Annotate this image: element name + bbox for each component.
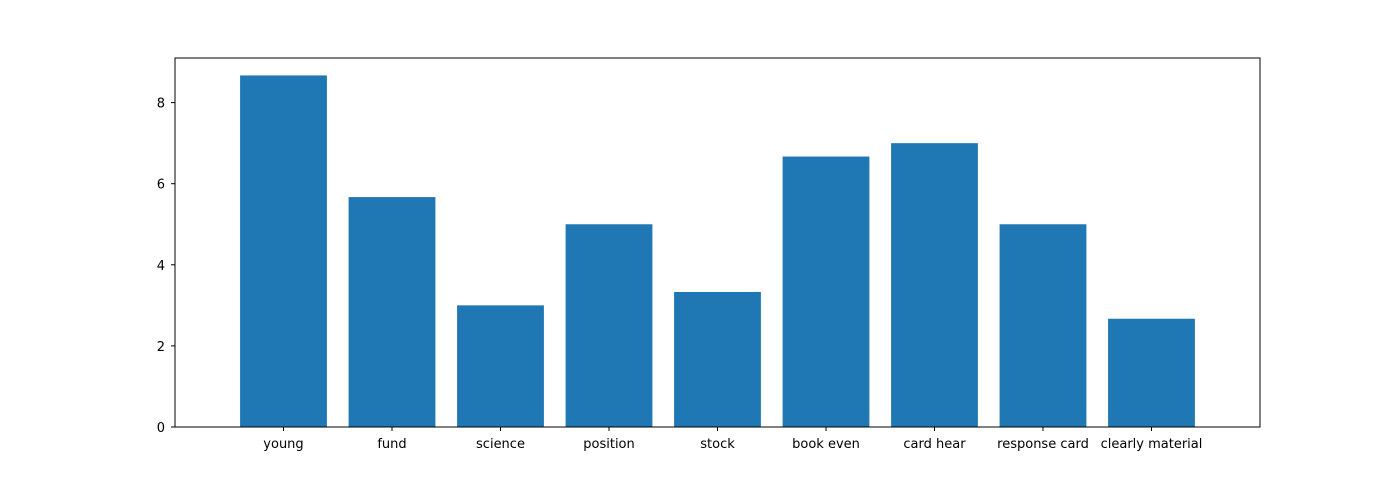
x-axis: young fund science position stock book even ca… bbox=[263, 427, 1202, 452]
y-tick-label: 6 bbox=[157, 178, 165, 193]
y-tick-label: 0 bbox=[157, 421, 165, 436]
x-tick-label: fund bbox=[377, 437, 406, 452]
bar-response-card bbox=[999, 224, 1087, 427]
y-tick-label: 8 bbox=[157, 97, 165, 112]
x-tick-label: clearly material bbox=[1101, 437, 1203, 452]
x-tick-label: book even bbox=[792, 437, 860, 452]
y-axis: 0 2 4 6 8 bbox=[157, 97, 175, 436]
bar-card-hear bbox=[891, 143, 978, 427]
x-tick-label: position bbox=[583, 437, 635, 452]
y-tick-label: 4 bbox=[157, 259, 165, 274]
bar-science bbox=[457, 305, 544, 427]
x-tick-label: response card bbox=[997, 437, 1089, 452]
bar-book-even bbox=[782, 156, 870, 428]
bars-layer bbox=[240, 75, 1195, 428]
bar-fund bbox=[348, 197, 436, 427]
bar-young bbox=[240, 75, 327, 427]
x-tick-label: stock bbox=[700, 437, 735, 452]
bar-clearly-material bbox=[1108, 318, 1195, 427]
plot-frame bbox=[174, 57, 1261, 428]
x-tick-label: young bbox=[263, 437, 303, 452]
bar-stock bbox=[674, 291, 761, 427]
x-tick-label: card hear bbox=[903, 437, 966, 452]
bar-position bbox=[565, 224, 653, 427]
y-tick-label: 2 bbox=[157, 340, 165, 355]
x-tick-label: science bbox=[476, 437, 525, 452]
